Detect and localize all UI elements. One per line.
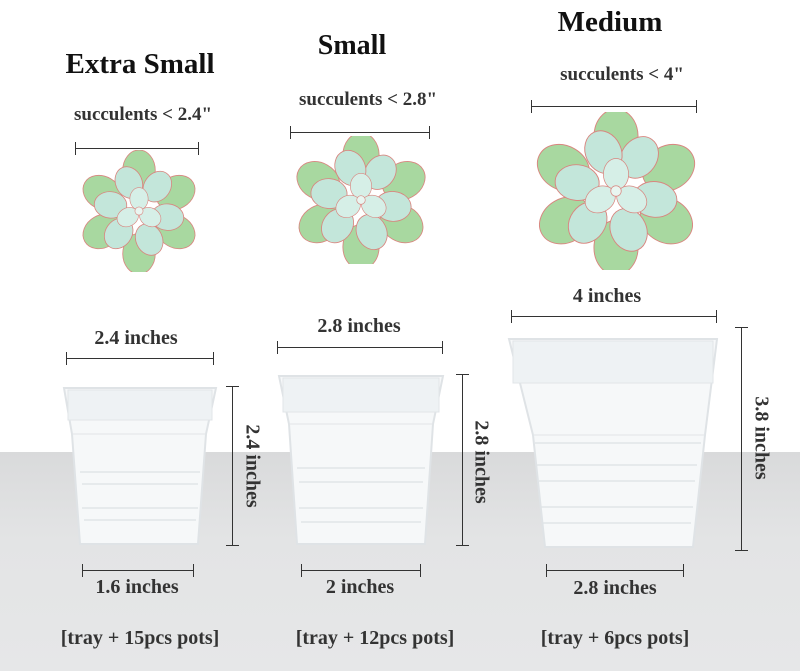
size-title-medium: Medium — [557, 6, 663, 38]
top-width-line-small — [277, 341, 443, 354]
package-label-medium: [tray + 6pcs pots] — [540, 627, 690, 649]
package-label-small: [tray + 12pcs pots] — [295, 627, 455, 649]
bottom-width-line-extra-small — [82, 564, 194, 577]
height-line-medium — [735, 327, 748, 551]
top-width-label-medium: 4 inches — [572, 285, 642, 307]
bottom-width-label-small: 2 inches — [325, 576, 395, 598]
bottom-width-label-medium: 2.8 inches — [573, 577, 657, 599]
height-line-extra-small — [226, 386, 239, 546]
succulent-width-line-extra-small — [75, 142, 199, 155]
succulent-image-extra-small — [82, 150, 196, 272]
bottom-width-label-extra-small: 1.6 inches — [95, 576, 179, 598]
height-line-small — [456, 374, 469, 546]
bottom-width-line-small — [301, 564, 421, 577]
size-title-extra-small: Extra Small — [65, 48, 215, 80]
succulent-label-medium: succulents < 4" — [560, 64, 684, 85]
succulent-label-extra-small: succulents < 2.4" — [73, 104, 213, 125]
top-width-line-medium — [511, 310, 717, 323]
succulent-image-medium — [536, 112, 696, 270]
pot-image-medium — [507, 338, 719, 548]
succulent-label-small: succulents < 2.8" — [298, 89, 438, 110]
succulent-image-small — [296, 136, 426, 264]
bottom-width-line-medium — [546, 564, 684, 577]
pot-image-extra-small — [62, 387, 218, 545]
package-label-extra-small: [tray + 15pcs pots] — [60, 627, 220, 649]
height-label-small: 2.8 inches — [470, 420, 493, 504]
top-width-label-small: 2.8 inches — [317, 315, 401, 337]
height-label-medium: 3.8 inches — [750, 396, 773, 480]
top-width-line-extra-small — [66, 352, 214, 365]
succulent-width-line-small — [290, 126, 430, 139]
pot-image-small — [277, 375, 445, 545]
succulent-width-line-medium — [531, 100, 697, 113]
top-width-label-extra-small: 2.4 inches — [94, 327, 178, 349]
height-label-extra-small: 2.4 inches — [241, 424, 264, 508]
size-title-small: Small — [317, 30, 387, 61]
